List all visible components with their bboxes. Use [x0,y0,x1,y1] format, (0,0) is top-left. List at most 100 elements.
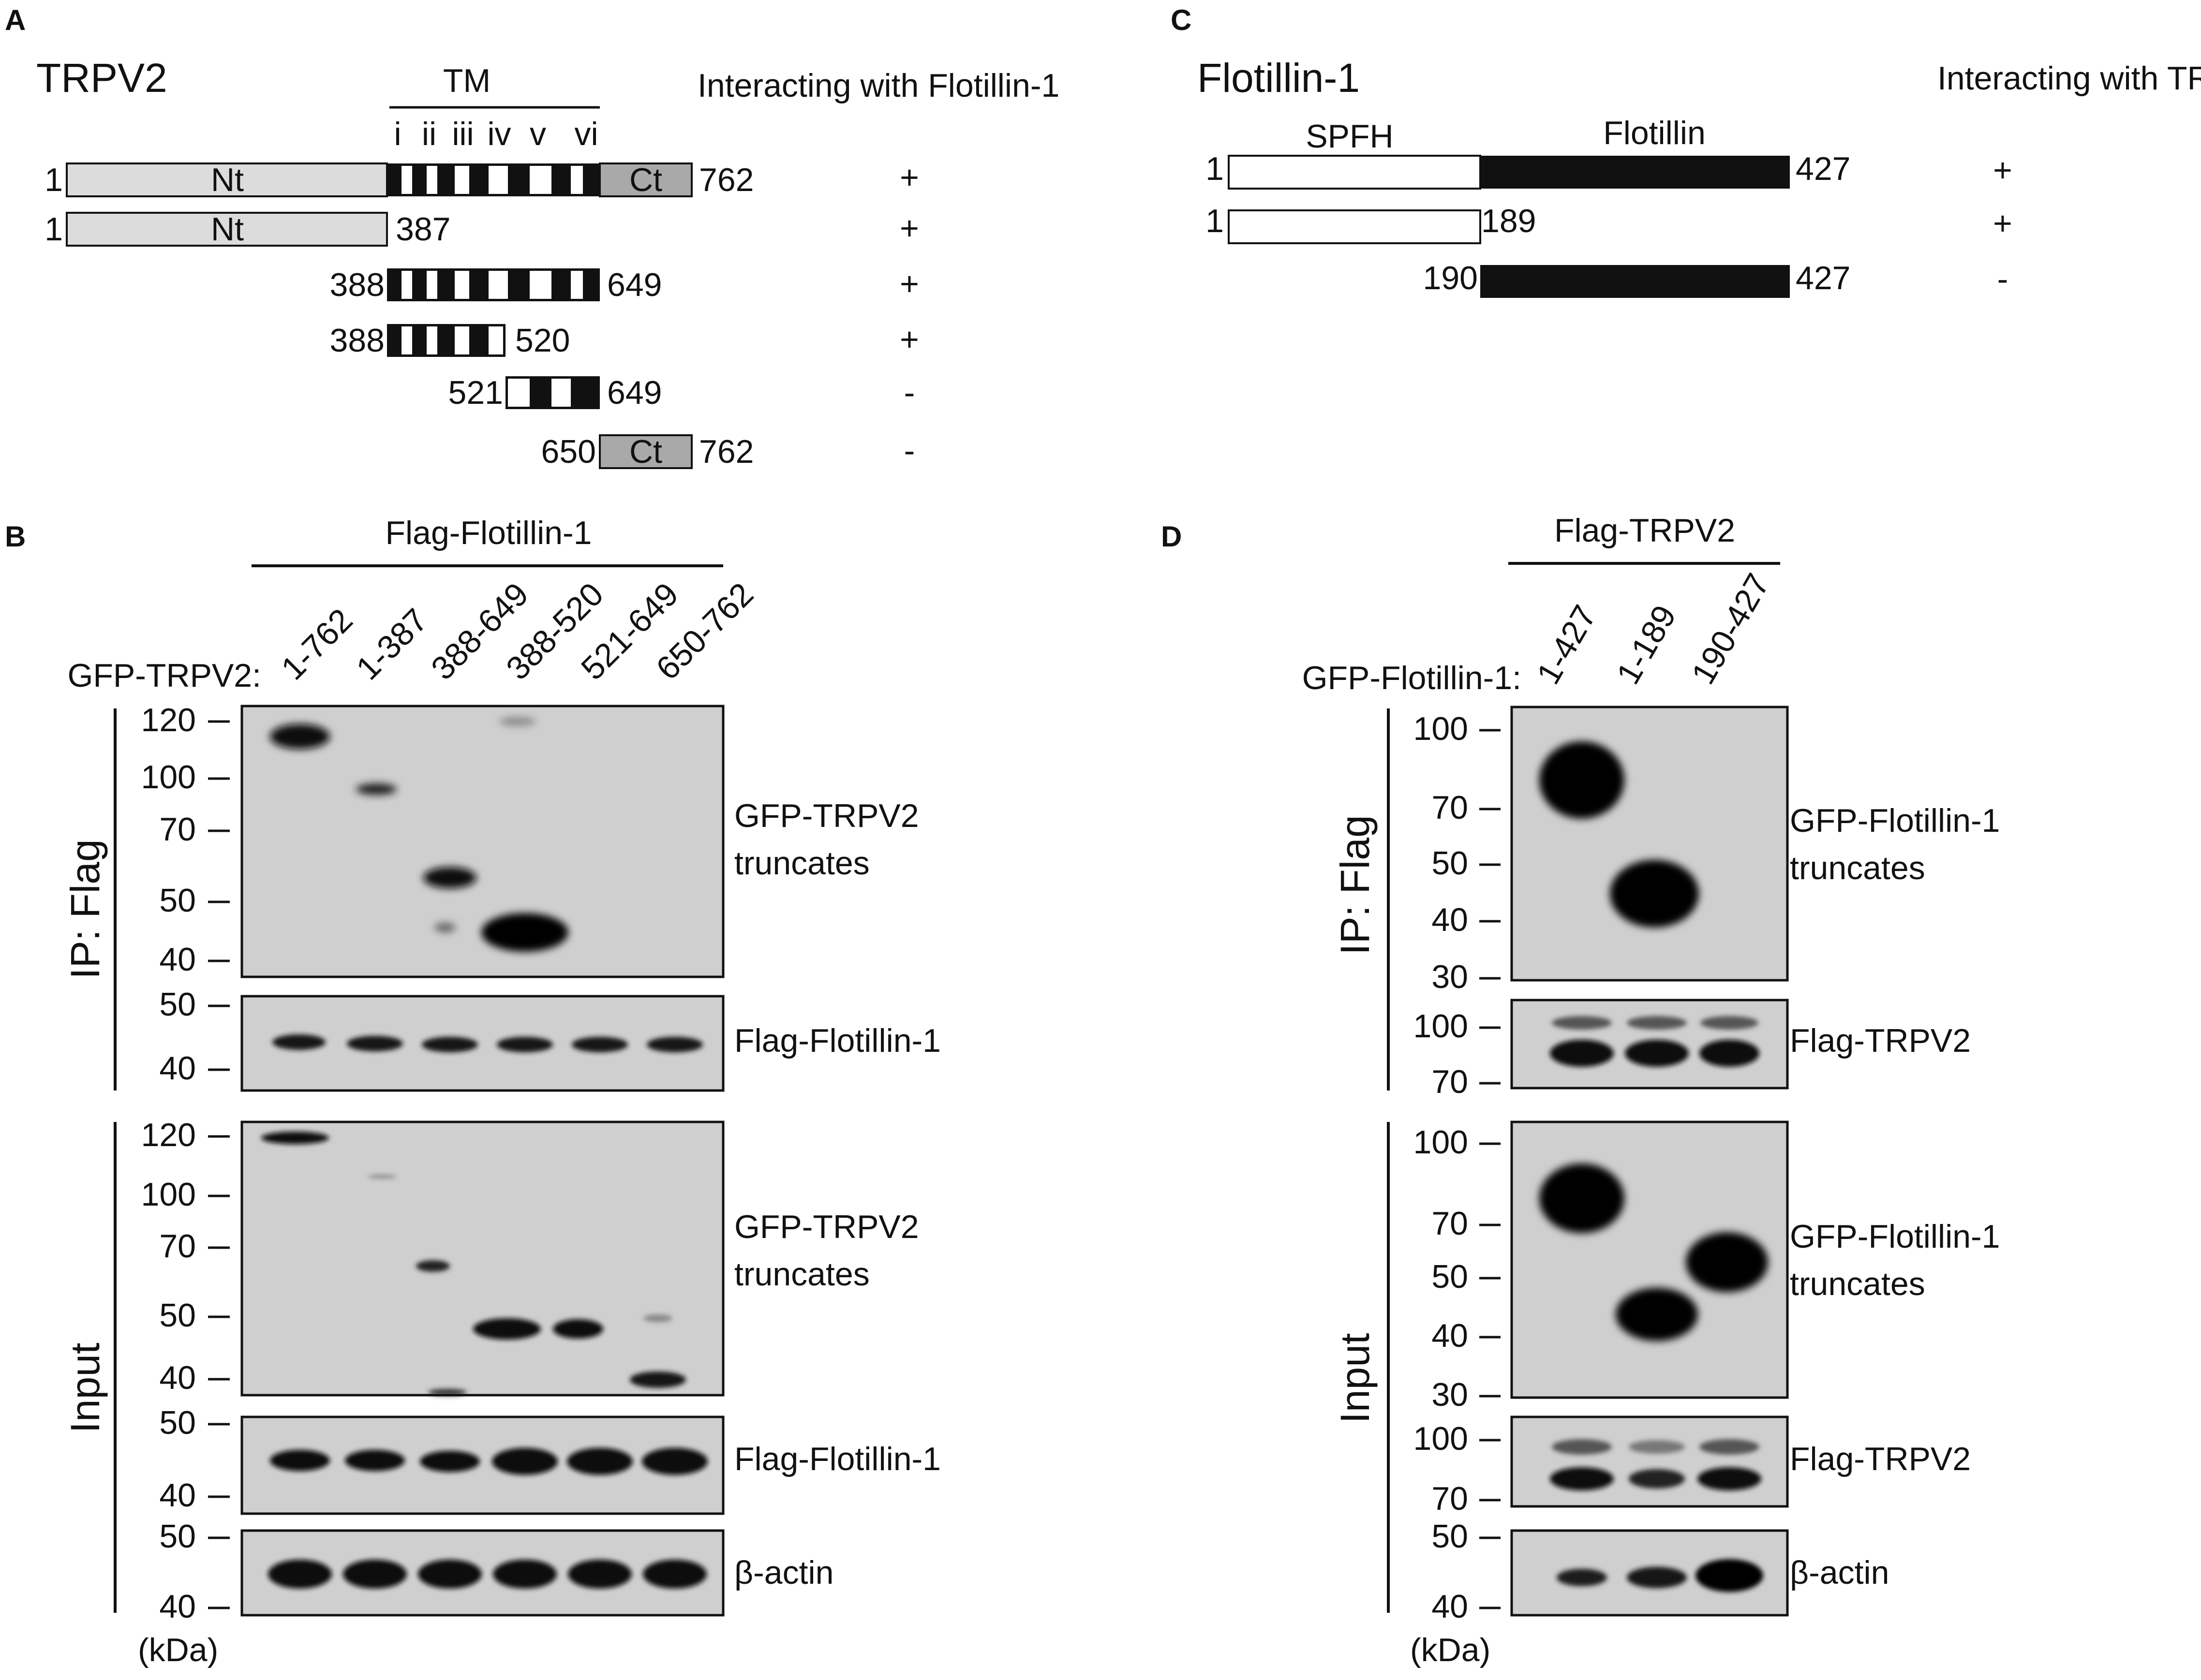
tm-seg-i: i [394,116,401,152]
spfh-domain [1228,209,1481,244]
svg-text:50: 50 [159,1518,196,1555]
blot-ip-flotillin-truncates [1510,706,1789,982]
ip-flag-label: IP: Flag [62,839,108,979]
panel-b: B Flag-Flotillin-1 GFP-TRPV2: 1-762 1-38… [5,515,941,1668]
blot-input-flotillin-truncates [1510,1120,1789,1399]
svg-text:762: 762 [699,433,754,470]
svg-text:100: 100 [1413,710,1468,747]
tm-seg-vi: vi [574,116,598,152]
svg-text:520: 520 [515,322,570,359]
blot-label-flag: Flag-TRPV2 [1790,1022,1971,1059]
bait-label: Flag-TRPV2 [1554,512,1735,549]
svg-text:50: 50 [1431,1258,1468,1295]
input-label: Input [62,1343,108,1433]
panel-a: A TRPV2 TM i ii iii iv v vi Interacting … [5,4,1059,470]
svg-text:40: 40 [159,1588,196,1625]
trpv2-construct-388-649: 388 649 + [330,265,919,303]
blot-label-truncates-2: truncates [734,1256,870,1293]
flotillin-title: Flotillin-1 [1197,55,1360,101]
panel-letter-a: A [5,4,26,36]
blot-input-flag-trpv2 [1510,1415,1789,1508]
blot-ip-flag-flotillin [240,995,725,1092]
trpv2-construct-521-649: 521 649 - [448,374,915,411]
blot-ip-trpv2-truncates [240,705,725,978]
svg-text:50: 50 [1431,845,1468,882]
lane-prefix: GFP-TRPV2: [68,657,262,694]
blot-label-flag: Flag-TRPV2 [1790,1441,1971,1477]
markers-input-flag: 100 70 [1413,1420,1501,1517]
tm-seg-iii: iii [452,116,474,152]
svg-text:Nt: Nt [211,162,244,198]
blot-label-truncates: GFP-Flotillin-1 [1790,802,2000,839]
svg-text:50: 50 [1431,1518,1468,1555]
markers-ip-truncates: 120 100 70 50 40 [141,702,230,978]
blot-label-flag: Flag-Flotillin-1 [734,1441,941,1477]
interaction-result: + [900,210,919,247]
markers-ip-flag: 50 40 [159,986,230,1087]
markers-ip-flag: 100 70 [1413,1008,1501,1100]
svg-text:100: 100 [1413,1420,1468,1457]
svg-text:100: 100 [141,759,196,796]
interaction-result: + [1993,205,2012,242]
markers-input-truncates: 100 70 50 40 30 [1413,1124,1501,1413]
blot-label-truncates-2: truncates [1790,1266,1925,1302]
svg-text:427: 427 [1796,150,1850,187]
svg-text:40: 40 [159,1477,196,1514]
tm-label: TM [443,62,491,99]
trpv2-title: TRPV2 [36,55,167,101]
kda-unit: (kDa) [138,1632,218,1668]
trpv2-construct-650-762: 650 Ct 762 - [541,432,915,470]
svg-text:70: 70 [159,1228,196,1265]
svg-text:1: 1 [45,211,63,248]
svg-text:521: 521 [448,374,503,411]
interaction-result: - [1997,261,2008,297]
svg-text:388: 388 [330,266,385,303]
svg-text:387: 387 [396,211,450,248]
blot-ip-flag-trpv2 [1510,999,1789,1090]
markers-input-flag: 50 40 [159,1404,230,1514]
blot-input-trpv2-truncates [240,1120,725,1397]
svg-text:Ct: Ct [629,433,662,470]
blot-label-flag: Flag-Flotillin-1 [734,1022,941,1059]
svg-text:30: 30 [1431,958,1468,995]
tm-seg-ii: ii [422,116,436,152]
nt-domain [66,212,388,247]
ct-domain [599,434,693,469]
svg-text:427: 427 [1796,260,1850,296]
flotillin-domain [1480,156,1790,189]
interaction-result: + [1993,152,2012,189]
markers-input-actin: 50 40 [1431,1518,1501,1625]
blot-input-actin [240,1529,725,1617]
tm-seg-iv: iv [487,116,511,152]
lane-label: 1-762 [274,602,360,687]
panel-letter-b: B [5,520,26,553]
interaction-result: - [904,374,915,411]
blot-label-actin: β-actin [1790,1554,1889,1591]
svg-text:100: 100 [141,1176,196,1213]
svg-text:Nt: Nt [211,211,244,248]
svg-text:190: 190 [1423,260,1478,296]
svg-text:40: 40 [1431,901,1468,938]
svg-text:762: 762 [699,162,754,198]
svg-text:189: 189 [1481,203,1536,239]
blot-label-truncates-2: truncates [734,845,870,882]
svg-text:120: 120 [141,702,196,738]
trpv2-interaction-heading: Interacting with Flotillin-1 [698,67,1059,104]
svg-text:100: 100 [1413,1124,1468,1161]
svg-text:50: 50 [159,882,196,919]
flotillin-interaction-heading: Interacting with TRPV2 [1937,60,2201,97]
flotillin-construct-190-427: 190 427 - [1423,260,2008,298]
svg-text:1: 1 [1205,203,1224,239]
kda-unit: (kDa) [1410,1632,1490,1668]
blot-label-actin: β-actin [734,1554,833,1591]
trpv2-construct-1-762: 1 Nt Ct 762 + [45,159,919,198]
blot-label-truncates: GFP-TRPV2 [734,797,919,834]
flotillin-construct-1-427: 1 427 + [1205,150,2012,190]
lane-label: 190-427 [1684,567,1777,690]
svg-text:70: 70 [1431,1205,1468,1242]
svg-text:1: 1 [1205,150,1224,187]
svg-text:40: 40 [1431,1588,1468,1625]
ip-flag-label: IP: Flag [1332,815,1378,955]
blot-label-truncates: GFP-TRPV2 [734,1208,919,1245]
interaction-result: + [900,321,919,358]
